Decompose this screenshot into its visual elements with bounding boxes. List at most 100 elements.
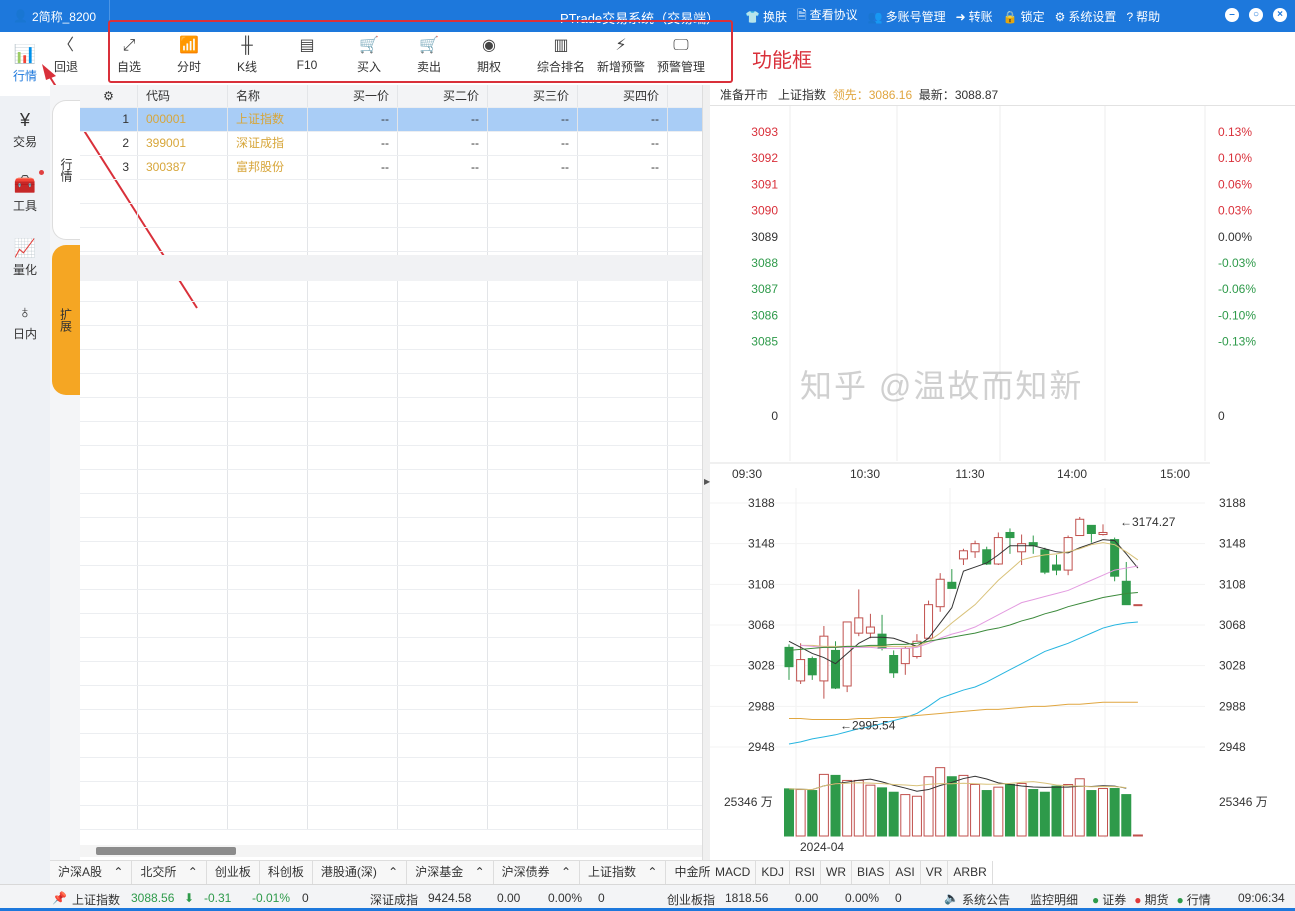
candle[interactable]	[784, 644, 794, 680]
candle[interactable]	[889, 650, 899, 678]
candle[interactable]	[831, 641, 841, 690]
users-icon: 👥	[867, 9, 883, 24]
market-tab-4[interactable]: 港股通(深) ⌃	[313, 861, 408, 884]
chevron-up-icon[interactable]: ⌃	[384, 865, 399, 879]
candle[interactable]	[1005, 528, 1015, 554]
candle[interactable]	[1133, 604, 1143, 607]
chevron-up-icon[interactable]: ⌃	[644, 865, 658, 879]
minimize-icon[interactable]: –	[1225, 8, 1239, 22]
candle[interactable]	[854, 589, 864, 637]
toolbar-bars-line[interactable]: 📶 分时	[176, 37, 201, 74]
header-code[interactable]: 代码	[138, 85, 228, 107]
candle[interactable]	[1063, 535, 1073, 576]
system-notice-link[interactable]: 系统公告	[962, 893, 1011, 907]
candle[interactable]	[970, 540, 980, 558]
sidebar-item-2[interactable]: 🧰 工具	[0, 162, 50, 226]
market-tab-1[interactable]: 北交所 ⌃	[132, 861, 207, 884]
toolbar-cart-in[interactable]: 🛒 买入	[356, 37, 381, 74]
monitor-detail-link[interactable]: 监控明细	[1030, 893, 1079, 907]
index-sh-name[interactable]: 上证指数	[72, 893, 121, 907]
toolbar-cart-out[interactable]: 🛒 卖出	[416, 37, 441, 74]
indicator-tab-rsi[interactable]: RSI	[790, 861, 822, 885]
candle[interactable]	[1051, 554, 1061, 576]
index-cyb-name[interactable]: 创业板指	[667, 893, 716, 907]
sidebar-item-0[interactable]: 📊 行情	[0, 32, 50, 96]
candle[interactable]	[1086, 524, 1096, 543]
candle[interactable]	[947, 569, 957, 589]
menu-transfer[interactable]: ➜ 转账	[955, 9, 993, 24]
market-tab-6[interactable]: 沪深债券 ⌃	[494, 861, 581, 884]
menu-users[interactable]: 👥 多账号管理	[867, 9, 946, 24]
account-switcher[interactable]: 👤 2简称_8200	[0, 0, 110, 32]
candle[interactable]	[796, 643, 806, 684]
toolbar-podium[interactable]: ▥ 综合排名	[536, 37, 585, 74]
intraday-chart[interactable]: 3093 0.13% 3092 0.10% 3091 0.06% 3090 0.03% 3089…	[710, 106, 1295, 486]
table-row[interactable]: 2 399001 深证成指 -- -- -- --	[80, 132, 702, 156]
candle[interactable]	[982, 546, 992, 566]
toolbar-document-lines[interactable]: ▤ F10	[296, 37, 318, 72]
menu-lock[interactable]: 🔒 锁定	[1002, 9, 1045, 24]
indicator-tab-kdj[interactable]: KDJ	[756, 861, 791, 885]
candle[interactable]	[1040, 547, 1050, 575]
pin-icon[interactable]: 📌	[52, 891, 67, 905]
close-icon[interactable]: ×	[1273, 8, 1287, 22]
menu-shirt[interactable]: 👕 换肤	[745, 9, 787, 24]
menu-help[interactable]: ? 帮助	[1126, 9, 1161, 24]
candle[interactable]	[900, 646, 910, 675]
market-tab-7[interactable]: 上证指数 ⌃	[580, 861, 667, 884]
market-tab-8[interactable]: 中金所	[666, 861, 710, 884]
candle[interactable]	[819, 626, 829, 699]
toolbar-monitor-alert[interactable]: 🖵 预警管理	[656, 37, 705, 74]
sidebar-item-3[interactable]: 📈 量化	[12, 238, 37, 277]
header-name[interactable]: 名称	[228, 85, 308, 107]
panel-splitter[interactable]: ▶	[702, 85, 710, 860]
indicator-tab-macd[interactable]: MACD	[710, 861, 757, 885]
menu-document[interactable]: 🗎 查看协议	[796, 7, 858, 22]
header-bid3[interactable]: 买三价	[488, 85, 578, 107]
candle[interactable]	[865, 613, 875, 639]
back-button[interactable]: 〈回退	[54, 37, 79, 74]
indicator-tab-wr[interactable]: WR	[821, 861, 853, 885]
candle[interactable]	[924, 600, 934, 640]
header-bid4[interactable]: 买四价	[578, 85, 668, 107]
market-tab-3[interactable]: 科创板	[260, 861, 313, 884]
candle[interactable]	[993, 532, 1003, 566]
menu-gear[interactable]: ⚙ 系统设置	[1054, 9, 1117, 24]
side-tab-extend[interactable]: 扩展	[52, 245, 80, 395]
chevron-up-icon[interactable]: ⌃	[184, 865, 198, 879]
chevron-up-icon[interactable]: ⌃	[110, 865, 124, 879]
toolbar-trend-up[interactable]: ⤢ 自选	[116, 37, 141, 74]
candle[interactable]	[958, 548, 968, 566]
market-tab-5[interactable]: 沪深基金 ⌃	[407, 861, 494, 884]
index-sz-name[interactable]: 深证成指	[370, 893, 419, 907]
sidebar-item-4[interactable]: ♁ 日内	[12, 302, 37, 341]
header-bid1[interactable]: 买一价	[308, 85, 398, 107]
collapse-arrow-icon[interactable]: ▶	[704, 477, 711, 486]
market-tab-2[interactable]: 创业板	[207, 861, 260, 884]
scrollbar-thumb[interactable]	[96, 847, 236, 855]
toolbar-lightning[interactable]: ⚡ 新增预警	[596, 37, 645, 74]
candle[interactable]	[935, 573, 945, 612]
candle[interactable]	[1028, 535, 1038, 554]
chevron-up-icon[interactable]: ⌃	[557, 865, 572, 879]
candle[interactable]	[842, 621, 852, 693]
sidebar-item-1[interactable]: ¥ 交易	[12, 110, 37, 149]
toolbar-diamond-pin[interactable]: ◉ 期权	[476, 37, 501, 74]
header-bid2[interactable]: 买二价	[398, 85, 488, 107]
indicator-tab-asi[interactable]: ASI	[890, 861, 921, 885]
market-tab-0[interactable]: 沪深A股 ⌃	[50, 861, 133, 884]
toolbar-candlestick[interactable]: ╫ K线	[236, 37, 257, 74]
chevron-up-icon[interactable]: ⌃	[471, 865, 485, 879]
maximize-icon[interactable]: ○	[1249, 8, 1263, 22]
table-row[interactable]: 1 000001 上证指数 -- -- -- --	[80, 108, 702, 132]
column-settings-gear-icon[interactable]: ⚙	[80, 85, 138, 107]
indicator-tab-bias[interactable]: BIAS	[852, 861, 891, 885]
table-row[interactable]: 3 300387 富邦股份 -- -- -- --	[80, 156, 702, 180]
candle[interactable]	[1075, 516, 1085, 537]
kline-chart[interactable]: 3188 3188 3148 3148 3108 3108 3068 3068 3028 3028…	[710, 488, 1295, 860]
side-tab-market[interactable]: 行情	[52, 100, 80, 240]
candle[interactable]	[1098, 524, 1108, 536]
indicator-tab-arbr[interactable]: ARBR	[948, 861, 993, 885]
indicator-tab-vr[interactable]: VR	[921, 861, 949, 885]
candle[interactable]	[807, 656, 817, 680]
